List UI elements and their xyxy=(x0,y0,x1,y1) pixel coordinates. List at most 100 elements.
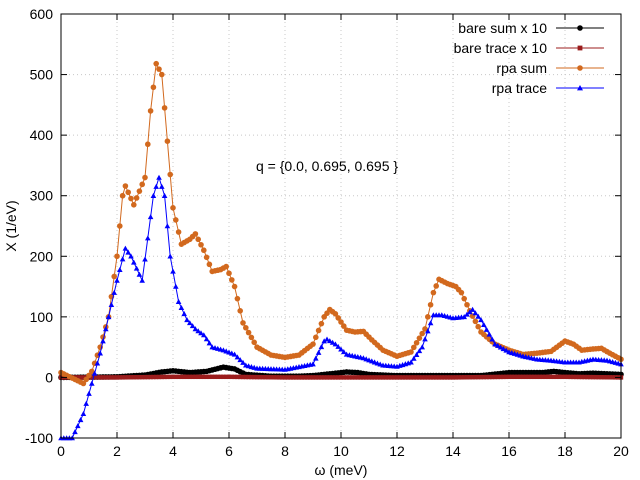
data-point xyxy=(173,217,179,223)
legend-label: bare trace x 10 xyxy=(454,40,548,56)
y-tick-label: 500 xyxy=(30,67,54,83)
data-point xyxy=(571,374,576,380)
data-point xyxy=(472,318,479,325)
q-vector-annotation: q = {0.0, 0.695, 0.695 } xyxy=(256,158,398,174)
data-point xyxy=(89,368,95,375)
data-point xyxy=(109,375,114,380)
data-point xyxy=(206,340,213,346)
data-point xyxy=(434,375,439,380)
data-point xyxy=(234,295,241,302)
data-point xyxy=(431,375,436,380)
data-point xyxy=(338,319,344,325)
data-point xyxy=(173,283,179,289)
data-point xyxy=(344,375,349,380)
data-point xyxy=(95,375,100,380)
data-point xyxy=(375,375,380,380)
data-point xyxy=(179,374,184,380)
data-point xyxy=(119,256,126,262)
data-point xyxy=(540,374,545,380)
data-point xyxy=(310,361,316,367)
legend-marker xyxy=(577,45,583,51)
data-point xyxy=(245,329,252,336)
data-point xyxy=(159,374,164,380)
data-point xyxy=(117,223,123,229)
data-point xyxy=(198,241,204,248)
y-tick-label: 100 xyxy=(30,309,54,325)
data-point xyxy=(142,374,148,380)
data-point xyxy=(167,171,173,178)
data-point xyxy=(170,268,176,274)
legend-marker xyxy=(577,65,583,71)
data-point xyxy=(277,375,282,380)
data-point xyxy=(310,375,316,380)
data-point xyxy=(503,347,509,353)
data-point xyxy=(80,410,87,417)
data-point xyxy=(190,374,195,380)
x-tick-label: 6 xyxy=(225,443,233,459)
x-tick-label: 18 xyxy=(557,443,573,459)
data-point xyxy=(495,374,500,380)
data-point xyxy=(318,344,325,350)
data-point xyxy=(413,339,420,346)
data-point xyxy=(427,301,434,308)
data-point xyxy=(467,309,473,315)
data-point xyxy=(260,374,265,380)
data-point xyxy=(380,375,386,380)
data-point xyxy=(252,374,257,380)
data-point xyxy=(173,374,178,380)
data-point xyxy=(392,375,397,380)
data-point xyxy=(478,374,484,380)
legend: bare sum x 10 bare trace x 10 rpa sum rpa t… xyxy=(454,20,604,96)
data-point xyxy=(478,317,484,323)
data-point xyxy=(498,374,503,380)
data-point xyxy=(103,326,109,332)
data-point xyxy=(237,308,243,314)
data-point xyxy=(133,265,140,271)
data-point xyxy=(161,192,168,198)
data-point xyxy=(472,310,479,316)
data-point xyxy=(128,195,134,202)
data-point xyxy=(154,374,159,380)
legend-marker xyxy=(577,25,583,31)
data-point xyxy=(176,374,181,380)
data-point xyxy=(145,374,150,380)
x-tick-label: 0 xyxy=(57,443,65,459)
data-point xyxy=(201,247,207,254)
data-point xyxy=(588,374,593,380)
x-tick-label: 8 xyxy=(281,443,289,459)
data-point xyxy=(512,374,517,380)
data-point xyxy=(305,375,310,380)
data-point xyxy=(475,313,481,319)
data-point xyxy=(585,374,590,380)
data-point xyxy=(341,375,346,380)
data-point xyxy=(308,375,313,380)
data-point xyxy=(315,327,322,334)
data-point xyxy=(193,374,198,380)
data-point xyxy=(232,374,237,380)
data-point xyxy=(350,375,355,380)
series-layer xyxy=(58,60,624,441)
data-point xyxy=(72,429,78,435)
data-point xyxy=(77,417,84,423)
data-point xyxy=(366,375,372,380)
data-point xyxy=(341,349,347,355)
data-point xyxy=(198,330,204,336)
data-point xyxy=(238,374,243,380)
data-point xyxy=(195,236,201,243)
data-point xyxy=(243,324,249,331)
data-point xyxy=(274,375,279,380)
y-tick-label: 0 xyxy=(45,369,53,385)
data-point xyxy=(414,375,419,380)
data-point xyxy=(234,354,241,360)
data-point xyxy=(458,289,465,296)
data-point xyxy=(313,334,319,341)
data-point xyxy=(484,374,489,380)
data-point xyxy=(327,375,332,380)
data-point xyxy=(106,375,111,380)
data-point xyxy=(83,376,89,383)
data-point xyxy=(231,351,238,357)
data-point xyxy=(422,326,428,332)
data-point xyxy=(94,360,101,366)
data-point xyxy=(548,374,554,380)
